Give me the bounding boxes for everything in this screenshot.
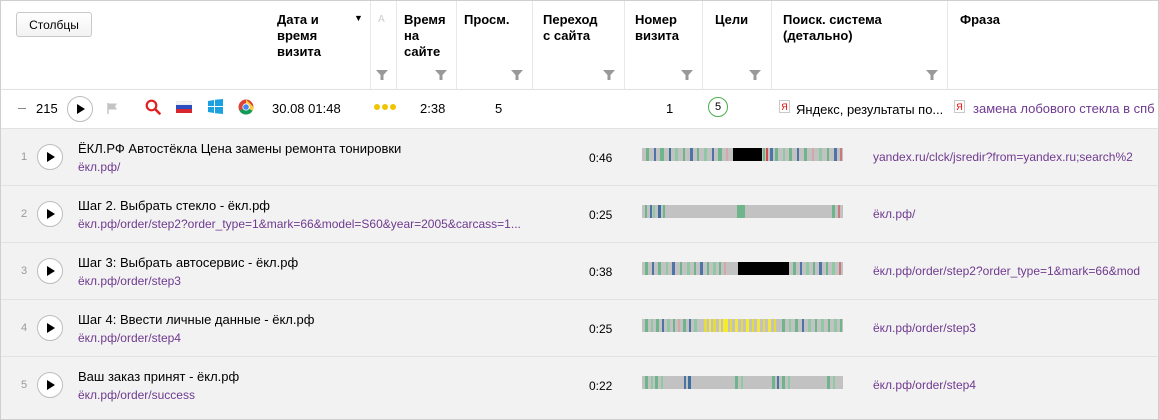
play-visit-button[interactable] (67, 96, 93, 122)
columns-button[interactable]: Столбцы (16, 12, 92, 37)
hit-row[interactable]: 3 Шаг 3: Выбрать автосервис - ёкл.рф ёкл… (1, 242, 1158, 299)
hit-row[interactable]: 1 ЁКЛ.РФ Автостёкла Цена замены ремонта … (1, 128, 1158, 185)
hit-title: Шаг 3: Выбрать автосервис - ёкл.рф (78, 255, 299, 270)
column-label: Переход с сайта (543, 12, 598, 43)
flag-icon[interactable] (106, 102, 119, 115)
play-hit-button[interactable] (37, 201, 63, 227)
hit-time: 0:38 (589, 265, 613, 279)
visit-datetime: 30.08 01:48 (272, 101, 341, 116)
filter-icon[interactable] (749, 69, 761, 81)
column-label: Поиск. система (детально) (783, 12, 882, 43)
visit-time-on-site: 2:38 (420, 101, 446, 116)
hit-row[interactable]: 4 Шаг 4: Ввести личные данные - ёкл.рф ё… (1, 299, 1158, 356)
play-hit-button[interactable] (37, 315, 63, 341)
filter-icon[interactable] (435, 69, 447, 81)
column-label: Цели (715, 12, 749, 27)
flag-ru-icon (176, 101, 192, 113)
activity-map[interactable] (642, 262, 843, 275)
column-label: Время на сайте (404, 12, 446, 59)
visit-pageviews: 5 (495, 101, 503, 116)
activity-dot (382, 104, 388, 110)
activity-dot (390, 104, 396, 110)
hit-title: ЁКЛ.РФ Автостёкла Цена замены ремонта то… (78, 141, 402, 156)
visit-number: 1 (666, 101, 674, 116)
hit-row[interactable]: 5 Ваш заказ принят - ёкл.рф ёкл.рф/order… (1, 356, 1158, 419)
hit-row[interactable]: 2 Шаг 2. Выбрать стекло - ёкл.рф ёкл.рф/… (1, 185, 1158, 242)
hit-time: 0:25 (589, 322, 613, 336)
hit-url[interactable]: ёкл.рф/order/step3 (78, 274, 181, 288)
collapse-icon[interactable] (18, 108, 26, 109)
visit-search-engine[interactable]: Яндекс, результаты по... (796, 102, 944, 117)
hit-url[interactable]: ёкл.рф/order/step4 (78, 331, 181, 345)
hit-referrer[interactable]: ёкл.рф/order/step3 (873, 321, 976, 335)
table-header: Столбцы Дата и время визита ▼ А Время на… (1, 1, 1158, 90)
column-header-goals[interactable]: Цели (702, 1, 771, 89)
hit-title: Шаг 2. Выбрать стекло - ёкл.рф (78, 198, 270, 213)
visit-phrase[interactable]: замена лобового стекла в спб (973, 101, 1155, 116)
hit-referrer[interactable]: ёкл.рф/ (873, 207, 916, 221)
hit-url[interactable]: ёкл.рф/order/success (78, 388, 195, 402)
activity-map[interactable] (642, 205, 843, 218)
goals-badge[interactable]: 5 (708, 97, 728, 117)
hit-referrer[interactable]: ёкл.рф/order/step2?order_type=1&mark=66&… (873, 264, 1141, 278)
hit-title: Шаг 4: Ввести личные данные - ёкл.рф (78, 312, 315, 327)
hit-url[interactable]: ёкл.рф/order/step2?order_type=1&mark=66&… (78, 217, 521, 231)
hit-number: 2 (21, 208, 28, 220)
activity-dot (374, 104, 380, 110)
filter-icon[interactable] (926, 69, 938, 81)
column-header-search-engine[interactable]: Поиск. система (детально) (771, 1, 947, 89)
visit-hits-count: 215 (36, 101, 58, 116)
filter-icon[interactable] (681, 69, 693, 81)
filter-icon[interactable] (376, 69, 388, 81)
column-header-time[interactable]: Время на сайте (396, 1, 456, 89)
column-header-pageviews[interactable]: Просм. (456, 1, 532, 89)
filter-icon[interactable] (511, 69, 523, 81)
hit-title: Ваш заказ принят - ёкл.рф (78, 369, 240, 384)
column-header-phrase[interactable]: Фраза (947, 1, 1158, 89)
search-icon (145, 99, 161, 115)
windows-icon (208, 99, 223, 114)
yandex-icon: Я (779, 100, 790, 113)
hit-referrer[interactable]: ёкл.рф/order/step4 (873, 378, 976, 392)
activity-map[interactable] (642, 319, 843, 332)
hit-url[interactable]: ёкл.рф/ (78, 160, 121, 174)
chrome-icon (238, 99, 254, 115)
column-header-a[interactable]: А (370, 1, 396, 89)
play-hit-button[interactable] (37, 258, 63, 284)
column-header-visit-number[interactable]: Номер визита (624, 1, 702, 89)
column-label: Фраза (960, 12, 1000, 27)
column-header-datetime[interactable]: Дата и время визита ▼ (270, 1, 370, 89)
filter-icon[interactable] (603, 69, 615, 81)
column-label: Просм. (464, 12, 510, 27)
column-label: Дата и время визита (277, 12, 322, 59)
play-hit-button[interactable] (37, 144, 63, 170)
hit-number: 4 (21, 322, 28, 334)
hit-number: 1 (21, 151, 28, 163)
hit-time: 0:46 (589, 151, 613, 165)
column-header-referrer[interactable]: Переход с сайта (532, 1, 624, 89)
yandex-icon: Я (954, 100, 965, 113)
column-label: А (378, 14, 385, 25)
hit-time: 0:22 (589, 379, 613, 393)
hit-number: 5 (21, 379, 28, 391)
activity-map[interactable] (642, 148, 843, 161)
visit-row[interactable]: 215 (1, 90, 1158, 128)
hit-referrer[interactable]: yandex.ru/clck/jsredir?from=yandex.ru;se… (873, 150, 1133, 164)
hit-number: 3 (21, 265, 28, 277)
column-label: Номер визита (635, 12, 680, 43)
sort-desc-icon[interactable]: ▼ (354, 13, 363, 23)
activity-map[interactable] (642, 376, 843, 389)
hit-time: 0:25 (589, 208, 613, 222)
play-hit-button[interactable] (37, 372, 63, 398)
